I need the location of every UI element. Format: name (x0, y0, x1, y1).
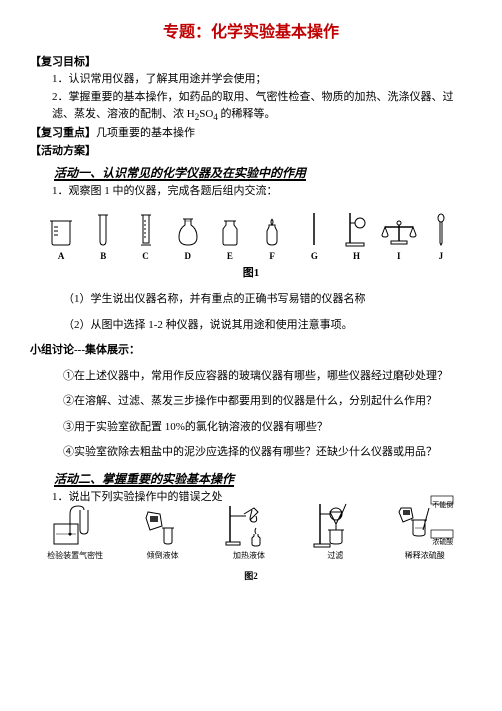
flask-icon (167, 217, 209, 247)
goal-2-end: 的稀释等。 (218, 108, 276, 120)
discuss-header: 小组讨论---集体展示： (30, 342, 472, 360)
goal-item-2: 2．掌握重要的基本操作，如药品的取用、气密性检查、物质的加热、洗涤仪器、过滤、蒸… (30, 89, 472, 125)
focus-row: 【复习重点】几项重要的基本操作 (30, 125, 472, 143)
figure2-label: 图2 (30, 569, 472, 583)
goal-header: 【复习目标】 (30, 54, 472, 72)
figure1-label: 图1 (30, 265, 472, 283)
op3-caption: 加热液体 (233, 550, 265, 563)
operations-figure: 检验装置气密性 倾倒液体 加热液体 过滤 (30, 507, 472, 567)
discuss-1: ①在上述仪器中，常用作反应容器的玻璃仪器有哪些，哪些仪器经过磨砂处理？ (30, 368, 472, 386)
label-f: F (251, 249, 293, 263)
d2-text: 在溶解、过滤、蒸发三步操作中都要用到的仪器是什么，分别起什么作用？ (74, 395, 437, 407)
discuss-2: ②在溶解、过滤、蒸发三步操作中都要用到的仪器是什么，分别起什么作用？ (30, 393, 472, 411)
test-tube-icon (82, 213, 124, 247)
goal-item-1: 1．认识常用仪器，了解其用途并学会使用； (30, 71, 472, 89)
apparatus-figure (30, 201, 472, 249)
op-heat-icon: 加热液体 (222, 502, 276, 563)
activity1-title: 活动一、认识常见的化学仪器及在实验中的作用 (30, 164, 472, 183)
num-1: ① (63, 370, 74, 382)
label-d: D (167, 249, 209, 263)
label-j: J (420, 249, 462, 263)
graduated-cylinder-icon (124, 211, 166, 247)
op2-caption: 倾倒液体 (147, 550, 179, 563)
label-b: B (82, 249, 124, 263)
op1-caption: 检验装置气密性 (47, 550, 103, 563)
focus-header: 【复习重点】 (30, 127, 96, 139)
goal-2-mid: SO (199, 108, 213, 120)
label-g: G (293, 249, 335, 263)
op-filter-icon: 过滤 (310, 502, 360, 563)
balance-scale-icon (378, 219, 420, 247)
focus-text: 几项重要的基本操作 (96, 127, 195, 139)
d3-text: 用于实验室欲配置 10%的氯化钠溶液的仪器有哪些？ (74, 421, 328, 433)
page-title: 专题：化学实验基本操作 (30, 20, 472, 46)
op5-top-label: 不能倒 (432, 500, 453, 511)
d1-text: 在上述仪器中，常用作反应容器的玻璃仪器有哪些，哪些仪器经过磨砂处理？ (74, 370, 448, 382)
num-2: ② (63, 395, 74, 407)
glass-rod-icon (293, 211, 335, 247)
op5-caption: 稀释浓硫酸 (405, 550, 445, 563)
op-pour-icon: 倾倒液体 (138, 504, 188, 563)
question-1: （1）学生说出仪器名称，并有重点的正确书写易错的仪器名称 (30, 291, 472, 309)
beaker-icon (40, 215, 82, 247)
wide-bottle-icon (209, 219, 251, 247)
label-h: H (335, 249, 377, 263)
apparatus-labels: A B C D E F G H I J (30, 249, 472, 263)
num-4: ④ (63, 446, 74, 458)
label-e: E (209, 249, 251, 263)
label-c: C (124, 249, 166, 263)
op4-caption: 过滤 (327, 550, 343, 563)
label-i: I (378, 249, 420, 263)
activity1-item1: 1．观察图 1 中的仪器，完成各题后组内交流： (30, 183, 472, 201)
question-2: （2）从图中选择 1-2 种仪器，说说其用途和使用注意事项。 (30, 317, 472, 335)
op5-bottom-label: 浓硫酸 (432, 537, 453, 548)
plan-header: 【活动方案】 (30, 143, 472, 161)
d4-text: 实验室欲除去粗盐中的泥沙应选择的仪器有哪些？还缺少什么仪器或用品？ (74, 446, 437, 458)
iron-stand-icon (335, 211, 377, 247)
activity2-title: 活动二、掌握重要的实验基本操作 (30, 470, 472, 489)
discuss-3: ③用于实验室欲配置 10%的氯化钠溶液的仪器有哪些？ (30, 419, 472, 437)
dropper-icon (420, 213, 462, 247)
discuss-4: ④实验室欲除去粗盐中的泥沙应选择的仪器有哪些？还缺少什么仪器或用品？ (30, 444, 472, 462)
label-a: A (40, 249, 82, 263)
op-dilute-icon: 不能倒 浓硫酸 稀释浓硫酸 (395, 494, 455, 563)
num-3: ③ (63, 421, 74, 433)
op-airtight-icon: 检验装置气密性 (47, 504, 103, 563)
alcohol-lamp-icon (251, 217, 293, 247)
